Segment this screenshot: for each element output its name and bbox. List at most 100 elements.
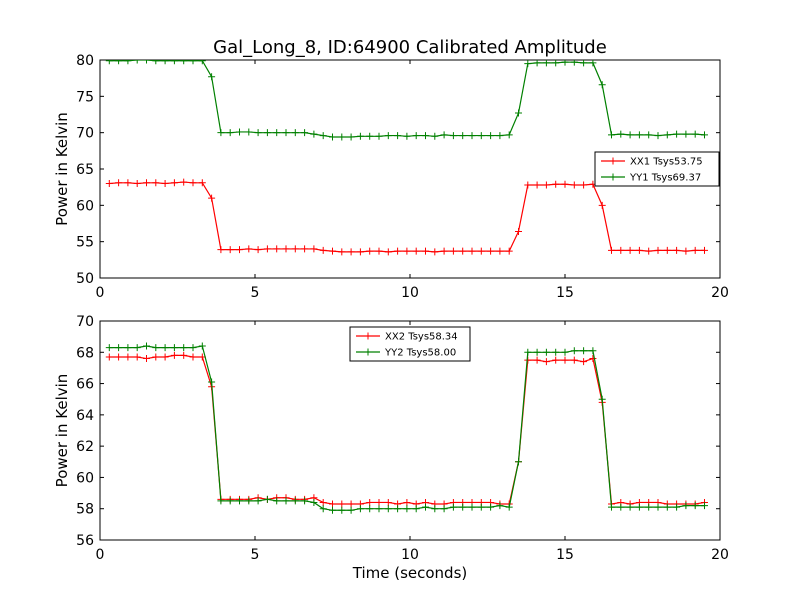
data-point-marker bbox=[505, 247, 513, 255]
data-point-marker bbox=[254, 246, 262, 254]
data-point-marker bbox=[477, 247, 485, 255]
data-point-marker bbox=[226, 497, 234, 505]
data-point-marker bbox=[161, 353, 169, 361]
data-point-marker bbox=[608, 246, 615, 254]
data-point-marker bbox=[375, 132, 383, 140]
data-point-marker bbox=[412, 505, 420, 513]
data-point-marker bbox=[133, 60, 141, 64]
y-tick-label: 66 bbox=[76, 377, 94, 393]
data-point-marker bbox=[431, 132, 439, 140]
data-point-marker bbox=[291, 497, 299, 505]
data-point-marker bbox=[115, 179, 123, 187]
data-point-marker bbox=[589, 355, 597, 363]
data-point-marker bbox=[347, 133, 355, 141]
data-point-marker bbox=[468, 247, 476, 255]
series-line bbox=[109, 354, 705, 505]
data-point-marker bbox=[115, 353, 123, 361]
data-point-marker bbox=[105, 180, 113, 188]
data-point-marker bbox=[673, 246, 681, 254]
x-tick-label: 5 bbox=[251, 285, 260, 301]
data-point-marker bbox=[245, 128, 253, 136]
data-point-marker bbox=[654, 132, 662, 140]
data-point-marker bbox=[459, 132, 467, 140]
data-point-marker bbox=[422, 247, 429, 255]
data-point-marker bbox=[384, 248, 392, 256]
data-point-marker bbox=[310, 245, 318, 253]
data-point-marker bbox=[487, 132, 495, 140]
data-point-marker bbox=[115, 344, 123, 352]
data-point-marker bbox=[254, 129, 262, 137]
data-point-marker bbox=[273, 245, 281, 253]
data-point-marker bbox=[477, 132, 485, 140]
data-point-marker bbox=[236, 497, 243, 505]
data-point-marker bbox=[152, 179, 160, 187]
data-point-marker bbox=[133, 344, 141, 352]
data-point-marker bbox=[645, 131, 653, 139]
data-point-marker bbox=[524, 60, 532, 68]
x-tick-label: 0 bbox=[96, 285, 105, 301]
data-point-marker bbox=[282, 497, 290, 505]
data-point-marker bbox=[291, 245, 299, 253]
data-point-marker bbox=[273, 497, 281, 505]
data-point-marker bbox=[524, 348, 532, 356]
data-point-marker bbox=[329, 247, 336, 255]
data-point-marker bbox=[375, 505, 383, 513]
data-point-marker bbox=[217, 129, 225, 137]
data-point-marker bbox=[663, 246, 671, 254]
data-point-marker bbox=[403, 498, 411, 506]
x-tick-label: 15 bbox=[556, 285, 574, 301]
data-point-marker bbox=[561, 348, 569, 356]
legend-label: YY2 Tsys58.00 bbox=[384, 348, 456, 359]
data-point-marker bbox=[152, 344, 160, 352]
y-tick-label: 50 bbox=[76, 271, 94, 287]
bottom-panel: 0 5 10 15 20 56 58 60 62 64 66 68 70 Power in Kelvin T… bbox=[53, 314, 729, 582]
top-panel: 0 5 10 15 20 50 55 60 65 70 75 80 Power in Kelvin XX1… bbox=[53, 53, 729, 301]
data-point-marker bbox=[645, 503, 653, 511]
data-point-marker bbox=[412, 132, 420, 140]
data-point-marker bbox=[319, 132, 327, 140]
data-point-marker bbox=[608, 131, 615, 139]
data-point-marker bbox=[245, 497, 253, 505]
data-point-marker bbox=[143, 342, 150, 350]
data-point-marker bbox=[208, 73, 216, 81]
data-point-marker bbox=[338, 248, 346, 256]
data-point-marker bbox=[691, 246, 699, 254]
data-point-marker bbox=[319, 246, 327, 254]
data-point-marker bbox=[515, 227, 522, 235]
data-point-marker bbox=[589, 60, 597, 67]
data-point-marker bbox=[654, 503, 662, 511]
data-point-marker bbox=[589, 347, 597, 355]
data-point-marker bbox=[552, 356, 560, 364]
series-line bbox=[109, 181, 705, 253]
x-tick-label: 10 bbox=[401, 285, 419, 301]
legend-marker bbox=[364, 348, 372, 356]
data-point-marker bbox=[570, 181, 578, 189]
data-point-marker bbox=[384, 505, 392, 513]
data-point-marker bbox=[161, 60, 169, 65]
data-point-marker bbox=[505, 131, 513, 139]
data-point-marker bbox=[170, 344, 178, 352]
data-point-marker bbox=[701, 246, 708, 254]
data-point-marker bbox=[682, 130, 690, 138]
plot-area bbox=[105, 342, 708, 514]
legend: XX2 Tsys58.34 YY2 Tsys58.00 bbox=[349, 326, 471, 362]
data-point-marker bbox=[245, 245, 253, 253]
data-point-marker bbox=[133, 353, 141, 361]
data-point-marker bbox=[412, 247, 420, 255]
data-point-marker bbox=[570, 347, 578, 355]
data-point-marker bbox=[263, 495, 271, 503]
data-point-marker bbox=[263, 129, 271, 137]
data-point-marker bbox=[496, 502, 504, 510]
series-line bbox=[109, 60, 705, 138]
data-point-marker bbox=[533, 356, 541, 364]
data-point-marker bbox=[580, 347, 588, 355]
data-point-marker bbox=[515, 109, 522, 117]
data-point-marker bbox=[124, 344, 132, 352]
series-line bbox=[109, 345, 705, 511]
data-point-marker bbox=[254, 497, 262, 505]
x-tick-label: 20 bbox=[711, 547, 729, 563]
y-axis-label: Power in Kelvin bbox=[53, 112, 71, 226]
data-point-marker bbox=[180, 60, 188, 65]
legend-label: XX2 Tsys58.34 bbox=[385, 332, 458, 343]
legend-marker bbox=[609, 173, 617, 181]
